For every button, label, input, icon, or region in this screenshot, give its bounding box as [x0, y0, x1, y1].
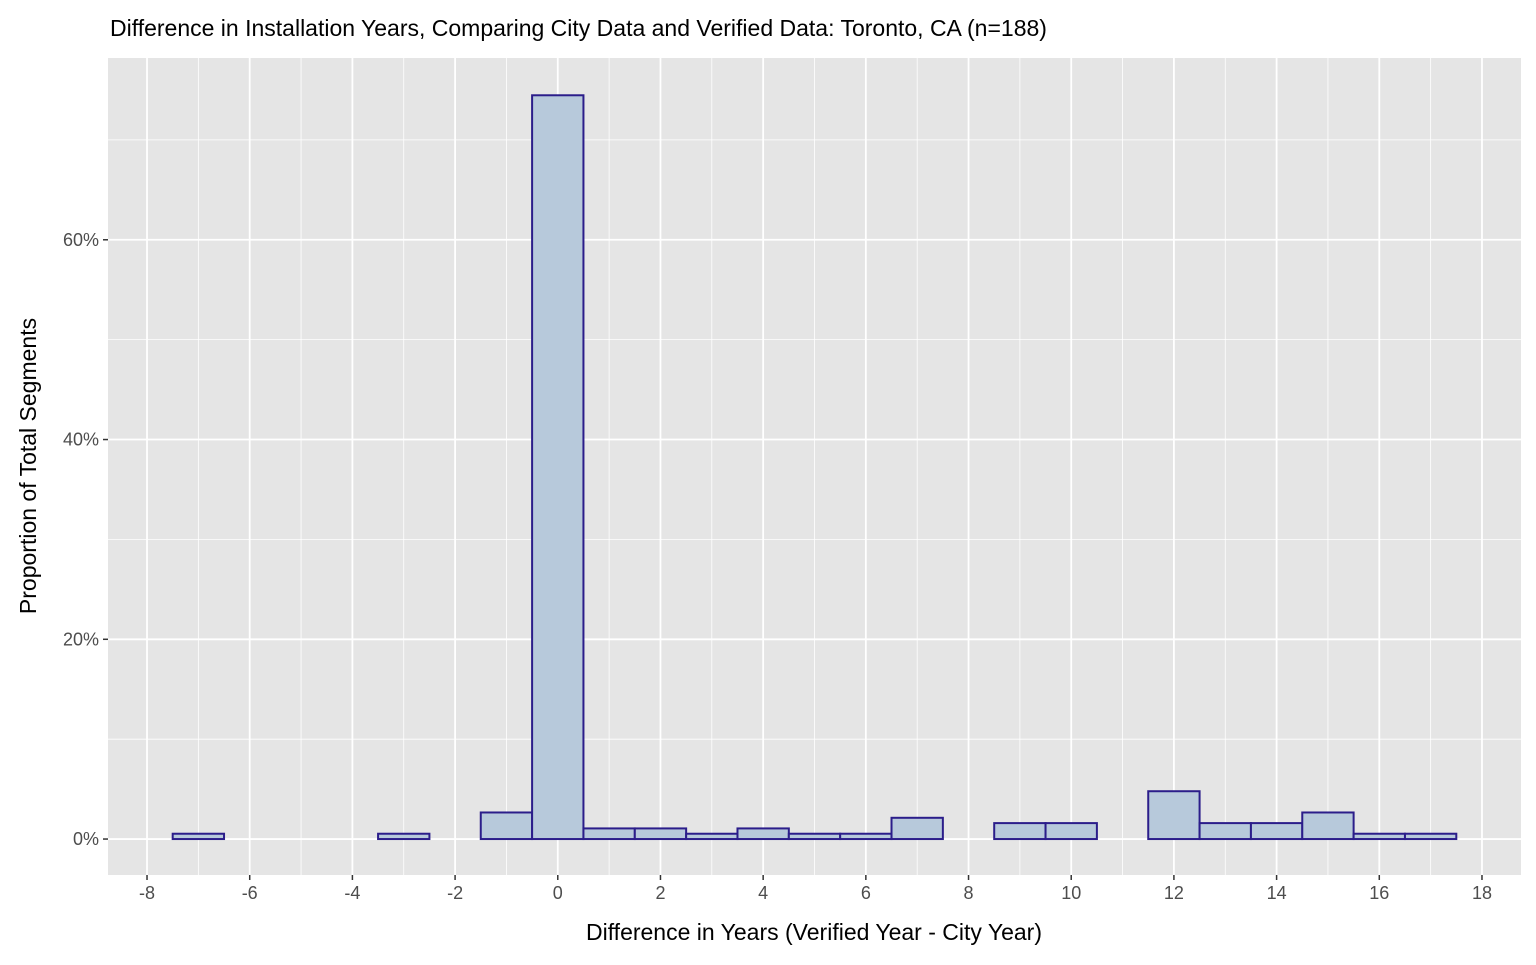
histogram-bar [1403, 832, 1458, 841]
x-tick-label: 2 [655, 883, 665, 903]
y-tick-label: 60% [63, 230, 99, 250]
y-axis-label: Proportion of Total Segments [15, 318, 41, 614]
bars [171, 94, 1458, 841]
x-tick-label: -2 [447, 883, 463, 903]
x-tick-label: -8 [139, 883, 155, 903]
histogram-bar [685, 832, 739, 841]
x-axis-label: Difference in Years (Verified Year - Cit… [586, 919, 1042, 945]
histogram-bar [1198, 822, 1252, 841]
histogram-bar [787, 832, 842, 841]
x-tick-label: 18 [1472, 883, 1492, 903]
histogram-bar [633, 827, 688, 841]
histogram-bar [1044, 822, 1098, 841]
histogram-bar [890, 816, 944, 841]
x-tick-label: -6 [242, 883, 258, 903]
x-tick-label: 16 [1369, 883, 1389, 903]
x-tick-label: 6 [861, 883, 871, 903]
histogram-bar [531, 94, 585, 841]
y-tick-label: 40% [63, 430, 99, 450]
x-tick-label: 12 [1164, 883, 1184, 903]
histogram-bar [171, 832, 226, 841]
histogram-bar [582, 827, 636, 841]
x-tick-label: 14 [1267, 883, 1287, 903]
histogram-bar [839, 832, 893, 841]
histogram-bar [1147, 790, 1201, 841]
histogram-bar [479, 811, 534, 841]
x-tick-label: 10 [1061, 883, 1081, 903]
x-axis: -8 -6 -4 -2 0 2 4 6 8 10 12 14 16 18 [139, 875, 1492, 903]
x-tick-label: 8 [964, 883, 974, 903]
x-tick-label: 4 [758, 883, 768, 903]
histogram-bar [736, 827, 790, 841]
x-tick-label: -4 [344, 883, 360, 903]
histogram-bar [1301, 811, 1355, 841]
histogram-bar [377, 832, 431, 841]
chart-title: Difference in Installation Years, Compar… [110, 15, 1047, 41]
y-tick-label: 20% [63, 629, 99, 649]
histogram-bar [1352, 832, 1406, 841]
y-tick-label: 0% [73, 829, 99, 849]
y-axis: 0% 20% 40% 60% [63, 230, 108, 849]
histogram-bar [1249, 822, 1304, 841]
x-tick-label: 0 [553, 883, 563, 903]
histogram-bar [993, 822, 1047, 841]
